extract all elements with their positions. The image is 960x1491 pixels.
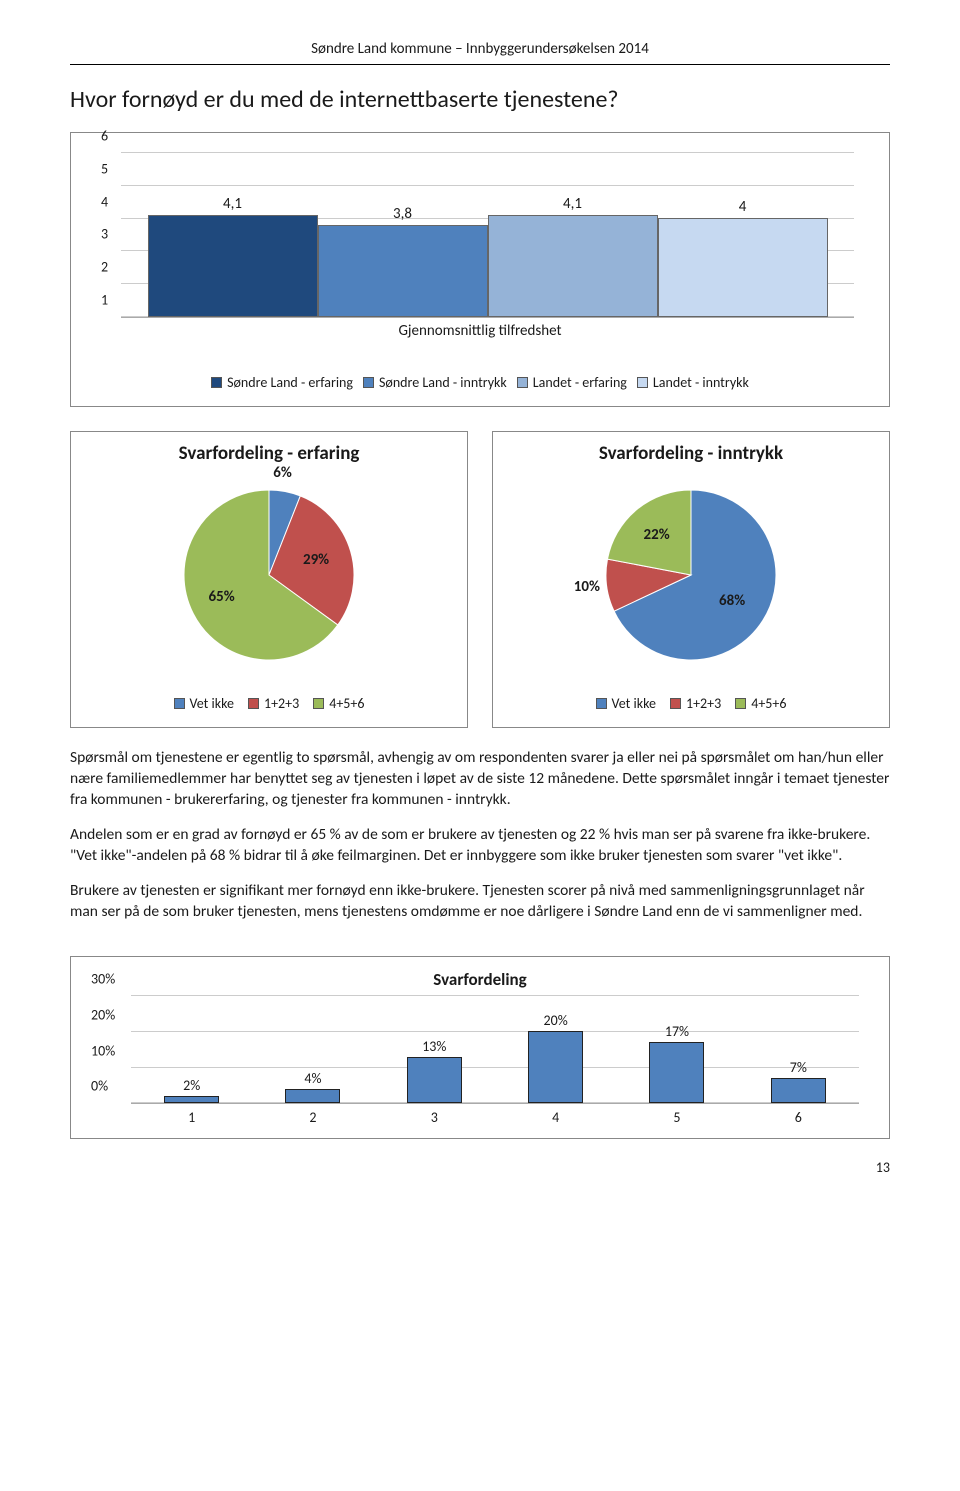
legend-item: Søndre Land - inntrykk <box>363 374 507 391</box>
pie-left: Svarfordeling - erfaring 6% 29% 65% Vet ik… <box>70 431 468 728</box>
bar <box>649 1042 704 1103</box>
pie-slice-label: 65% <box>209 588 235 606</box>
x-tick-label: 5 <box>637 1109 717 1126</box>
bottom-bar-chart: Svarfordeling 0% 10% 20% 30% 2% 4% 13% 20% 17% 7%… <box>70 956 890 1139</box>
x-tick-label: 6 <box>758 1109 838 1126</box>
header-divider <box>70 64 890 65</box>
top-chart-x-title: Gjennomsnittlig tilfredshet <box>96 322 864 340</box>
pie-slice-label: 22% <box>643 526 669 544</box>
bar-value-label: 17% <box>665 1023 689 1040</box>
y-tick-label: 10% <box>91 1042 115 1059</box>
legend-item: Søndre Land - erfaring <box>211 374 353 391</box>
page-header: Søndre Land kommune – Innbyggerundersøke… <box>70 40 890 58</box>
legend-item: Landet - erfaring <box>517 374 627 391</box>
pie-left-legend: Vet ikke 1+2+3 4+5+6 <box>81 695 457 712</box>
bar-value-label: 13% <box>422 1038 446 1055</box>
legend-item: 4+5+6 <box>313 695 364 712</box>
y-tick-label: 30% <box>91 971 115 988</box>
bar-value-label: 2% <box>183 1077 200 1094</box>
pie-right: Svarfordeling - inntrykk 68% 10% 22% Vet i… <box>492 431 890 728</box>
pie-left-title: Svarfordeling - erfaring <box>81 442 457 465</box>
bar <box>318 225 488 317</box>
y-tick-label: 5 <box>101 160 108 177</box>
bar-value-label: 20% <box>544 1012 568 1029</box>
bar <box>771 1078 826 1103</box>
bar <box>164 1096 219 1103</box>
bar-value-label: 4,1 <box>563 195 582 213</box>
y-tick-label: 6 <box>101 128 108 145</box>
body-text: Spørsmål om tjenestene er egentlig to sp… <box>70 748 890 922</box>
bar <box>407 1057 462 1104</box>
bar-value-label: 7% <box>790 1059 807 1076</box>
pie-slice-label: 6% <box>273 464 292 482</box>
paragraph-1: Spørsmål om tjenestene er egentlig to sp… <box>70 748 890 811</box>
bottom-chart-title: Svarfordeling <box>91 969 869 990</box>
pie-slice-label: 10% <box>574 578 600 596</box>
bar <box>658 218 828 317</box>
x-tick-label: 4 <box>516 1109 596 1126</box>
legend-item: 4+5+6 <box>735 695 786 712</box>
legend-item: 1+2+3 <box>248 695 299 712</box>
pie-slice-label: 68% <box>719 592 745 610</box>
bar <box>528 1031 583 1103</box>
pie-right-legend: Vet ikke 1+2+3 4+5+6 <box>503 695 879 712</box>
top-chart-legend: Søndre Land - erfaring Søndre Land - innt… <box>96 374 864 391</box>
legend-item: 1+2+3 <box>670 695 721 712</box>
legend-item: Vet ikke <box>174 695 234 712</box>
x-tick-label: 2 <box>273 1109 353 1126</box>
paragraph-3: "Vet ikke"-andelen på 68 % bidrar til å … <box>70 846 842 865</box>
y-tick-label: 2 <box>101 259 108 276</box>
paragraph-4: Brukere av tjenesten er signifikant mer … <box>70 881 890 923</box>
bar <box>488 215 658 317</box>
x-tick-label: 3 <box>394 1109 474 1126</box>
bar-value-label: 4% <box>304 1070 321 1087</box>
page-number: 13 <box>70 1159 890 1176</box>
x-tick-label: 1 <box>152 1109 232 1126</box>
bar <box>148 215 318 317</box>
y-tick-label: 20% <box>91 1007 115 1024</box>
bar <box>285 1089 340 1103</box>
y-tick-label: 1 <box>101 292 108 309</box>
y-tick-label: 4 <box>101 193 108 210</box>
bar-value-label: 4,1 <box>223 195 242 213</box>
pie-right-title: Svarfordeling - inntrykk <box>503 442 879 465</box>
y-tick-label: 3 <box>101 226 108 243</box>
y-tick-label: 0% <box>91 1078 108 1095</box>
legend-item: Vet ikke <box>596 695 656 712</box>
bar-value-label: 3,8 <box>393 205 412 223</box>
paragraph-2: Andelen som er en grad av fornøyd er 65 … <box>70 825 870 844</box>
question-title: Hvor fornøyd er du med de internettbaser… <box>70 85 890 114</box>
top-bar-chart: 1234564,13,84,14 Gjennomsnittlig tilfred… <box>70 132 890 407</box>
bar-value-label: 4 <box>739 198 747 216</box>
legend-item: Landet - inntrykk <box>637 374 749 391</box>
pie-slice-label: 29% <box>303 551 329 569</box>
